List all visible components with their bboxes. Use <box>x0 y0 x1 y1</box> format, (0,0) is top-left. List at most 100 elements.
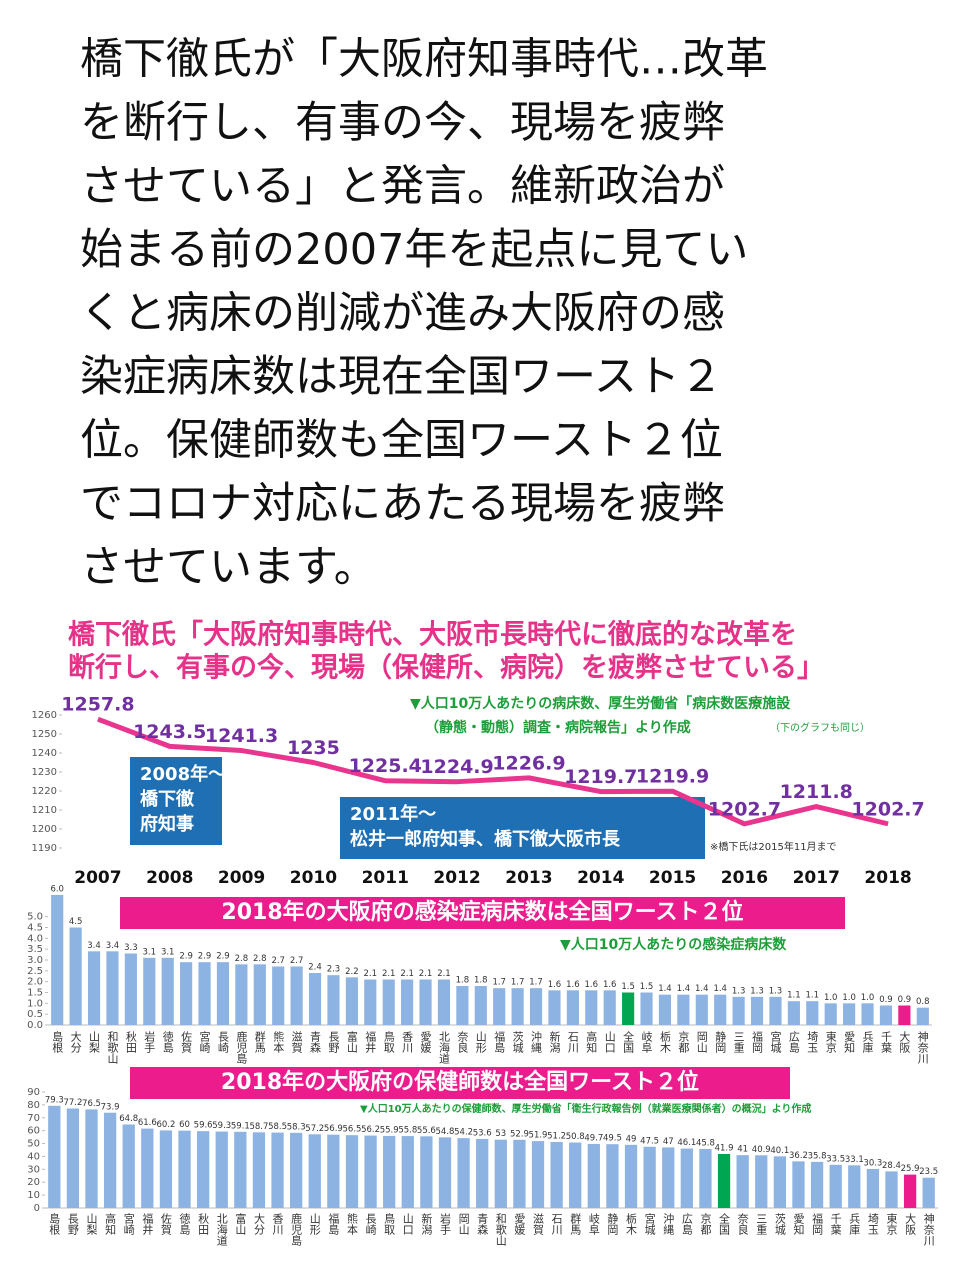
source: （静態・動態）調査・病院報告」より作成 <box>425 719 691 736</box>
data-label: 35.8 <box>808 1151 827 1161</box>
bar <box>848 1165 861 1208</box>
data-label: 2.1 <box>382 969 396 979</box>
bar <box>141 1128 154 1208</box>
data-label: 1.0 <box>842 993 856 1003</box>
chart-title: 断行し、有事の今、現場（保健所、病院）を疲弊させている」 <box>68 652 824 684</box>
x-tick-label: 岡山 <box>457 1213 470 1235</box>
x-tick-label: 奈良 <box>456 1030 469 1054</box>
x-tick-label: 青森 <box>476 1213 489 1236</box>
y-tick-label: 1220 <box>32 786 57 797</box>
data-label: 2.9 <box>216 952 230 962</box>
x-tick-label: 2017 <box>793 868 840 888</box>
data-label: 1.4 <box>677 984 691 994</box>
bar <box>494 1139 507 1208</box>
bar <box>364 1135 377 1208</box>
bar <box>529 988 543 1025</box>
data-label: 1.7 <box>511 978 525 988</box>
bar <box>531 1141 545 1208</box>
data-label: 1.5 <box>640 982 654 992</box>
data-label: 2.7 <box>271 956 285 966</box>
y-tick-label: 1200 <box>32 824 57 835</box>
data-label: 53.6 <box>473 1128 492 1138</box>
data-label: 49.5 <box>603 1134 622 1144</box>
data-label: 36.2 <box>789 1151 808 1161</box>
x-tick-label: 北海道 <box>437 1031 450 1064</box>
data-label: 40.9 <box>752 1145 771 1155</box>
data-label: 1.1 <box>787 991 801 1001</box>
note: ※橋下氏は2015年11月まで <box>710 840 837 853</box>
data-label: 2.1 <box>400 969 414 979</box>
x-tick-label: 長崎 <box>216 1031 229 1053</box>
bar <box>569 1142 582 1208</box>
x-tick-label: 鳥取 <box>383 1212 396 1236</box>
data-label: 64.8 <box>119 1114 138 1124</box>
data-label: 3.4 <box>106 941 120 951</box>
x-tick-label: 山梨 <box>85 1213 98 1236</box>
bar <box>103 1112 117 1208</box>
data-label: 4.5 <box>69 917 83 927</box>
x-tick-label: 富山 <box>234 1212 247 1235</box>
data-label: 1.3 <box>769 986 783 996</box>
x-tick-label: 群馬 <box>569 1212 582 1236</box>
data-label: 1.0 <box>824 993 838 1003</box>
x-tick-label: 愛知 <box>843 1031 856 1054</box>
bar <box>585 990 598 1025</box>
data-label: 76.5 <box>82 1099 101 1109</box>
x-tick-label: 和歌山 <box>494 1213 507 1246</box>
intro-line: くと病床の削減が進み大阪府の感 <box>80 289 725 339</box>
x-tick-label: 秋田 <box>197 1212 210 1235</box>
data-label: 30.3 <box>863 1158 882 1168</box>
data-label: 58.7 <box>249 1122 268 1132</box>
bar <box>922 1177 935 1208</box>
bar <box>714 994 727 1025</box>
annotation-box <box>340 797 705 859</box>
data-label: 1241.3 <box>205 725 278 747</box>
x-tick-label: 静岡 <box>714 1030 727 1054</box>
bar <box>769 996 782 1025</box>
data-label: 77.2 <box>63 1098 82 1108</box>
x-tick-label: 新潟 <box>548 1030 561 1054</box>
intro-line: 始まる前の2007年を起点に見てい <box>80 225 748 275</box>
bar <box>787 1001 800 1025</box>
x-tick-label: 2012 <box>433 868 480 888</box>
x-tick-label: 神奈川 <box>916 1030 929 1064</box>
x-tick-label: 大阪 <box>904 1212 917 1236</box>
y-tick-label: 60 <box>27 1126 40 1137</box>
bar <box>308 973 322 1025</box>
x-tick-label: 大分 <box>69 1030 82 1053</box>
x-tick-label: 徳島 <box>178 1213 191 1236</box>
x-tick-label: 熊本 <box>345 1212 358 1236</box>
data-label: 2.3 <box>327 965 341 975</box>
bar <box>732 996 745 1025</box>
x-tick-label: 岐阜 <box>587 1213 600 1236</box>
data-label: 1211.8 <box>780 781 853 803</box>
x-tick-label: 岐阜 <box>640 1031 653 1054</box>
bar <box>624 1144 638 1208</box>
x-tick-label: 山梨 <box>88 1031 101 1054</box>
x-tick-label: 福岡 <box>811 1212 824 1236</box>
x-tick-label: 京都 <box>699 1212 712 1235</box>
x-tick-label: 高知 <box>104 1212 117 1236</box>
annotation-box <box>130 757 222 845</box>
x-tick-label: 2008 <box>146 868 193 888</box>
data-label: 2.8 <box>253 954 267 964</box>
bar <box>566 990 579 1025</box>
data-label: 45.8 <box>696 1138 715 1148</box>
data-label: 51.2 <box>547 1132 566 1142</box>
x-tick-label: 富山 <box>345 1030 358 1053</box>
x-tick-label: 東京 <box>824 1031 837 1054</box>
data-label: 50.8 <box>566 1132 585 1142</box>
x-tick-label: 大阪 <box>898 1030 911 1054</box>
x-tick-label: 全国 <box>718 1212 731 1236</box>
bar <box>438 1137 452 1208</box>
x-tick-label: 2009 <box>218 868 265 888</box>
bar <box>419 979 432 1025</box>
x-tick-label: 三重 <box>732 1031 745 1053</box>
x-tick-label: 茨城 <box>511 1030 524 1053</box>
bar <box>364 979 377 1025</box>
x-tick-label: 島根 <box>51 1030 64 1054</box>
bar <box>493 988 506 1025</box>
x-tick-label: 宮崎 <box>198 1030 211 1053</box>
data-label: 1202.7 <box>708 798 781 820</box>
